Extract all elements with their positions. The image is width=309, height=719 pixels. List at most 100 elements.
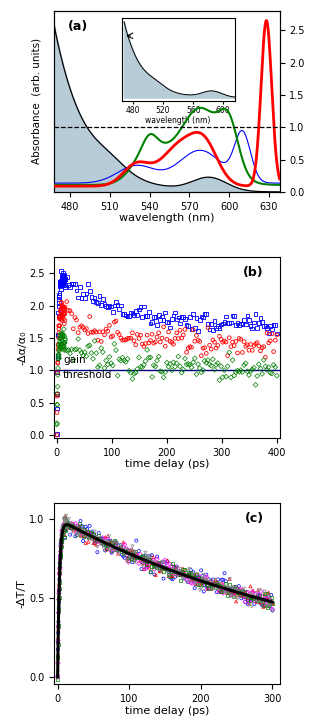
Point [225, 581, 230, 592]
Point [139, 563, 144, 574]
Point [219, 586, 224, 597]
Point [103, 539, 108, 550]
Point [59, 537, 64, 549]
Point [163, 366, 168, 377]
Point [190, 573, 195, 585]
Point [59, 327, 64, 339]
Point [95, 297, 100, 308]
Point [115, 326, 120, 338]
Point [154, 557, 159, 568]
Point [56, 621, 61, 633]
Point [248, 580, 253, 592]
Point [260, 600, 265, 611]
Point [173, 569, 178, 580]
Point [209, 318, 214, 329]
Point [62, 518, 67, 530]
Point [100, 539, 105, 551]
Point [158, 365, 163, 377]
Point [206, 582, 211, 594]
Point [96, 536, 101, 547]
Point [269, 323, 274, 334]
Point [57, 278, 62, 289]
Point [230, 585, 235, 597]
Point [61, 329, 66, 340]
Point [148, 335, 153, 347]
Point [161, 321, 166, 333]
Point [62, 274, 67, 285]
Point [265, 593, 270, 605]
Point [103, 534, 108, 546]
Point [133, 339, 138, 351]
Point [168, 358, 173, 370]
Point [232, 581, 237, 592]
Point [64, 517, 69, 528]
Point [61, 521, 66, 533]
Point [138, 551, 143, 562]
Point [154, 331, 159, 343]
Point [162, 554, 167, 566]
Point [61, 523, 66, 535]
Point [95, 362, 100, 373]
Point [83, 528, 88, 539]
Point [177, 569, 182, 580]
Point [143, 550, 148, 562]
Point [63, 516, 68, 527]
Point [248, 595, 253, 606]
Point [191, 308, 196, 320]
Point [61, 526, 66, 538]
Point [261, 600, 266, 611]
Point [84, 288, 89, 299]
Point [120, 308, 125, 320]
Point [54, 403, 59, 414]
Point [71, 278, 76, 289]
Point [262, 588, 267, 600]
Point [182, 568, 187, 580]
Point [177, 569, 182, 580]
Point [197, 574, 202, 585]
Point [232, 310, 237, 321]
Point [97, 326, 102, 338]
Point [69, 518, 74, 530]
Point [230, 582, 235, 594]
Point [266, 590, 271, 602]
Point [94, 347, 99, 359]
Point [122, 308, 127, 320]
Point [63, 521, 68, 532]
Point [61, 524, 66, 536]
Point [112, 316, 117, 328]
Point [89, 326, 94, 338]
Point [214, 581, 219, 592]
Point [123, 545, 128, 557]
Point [156, 564, 161, 575]
Point [127, 551, 132, 562]
Point [209, 578, 214, 590]
Point [59, 533, 64, 545]
Point [109, 547, 114, 559]
Point [114, 545, 119, 557]
Point [215, 357, 220, 369]
Point [104, 324, 108, 335]
Point [194, 312, 199, 324]
Point [195, 571, 200, 582]
Point [77, 524, 82, 536]
Point [62, 521, 67, 533]
Point [100, 533, 105, 545]
Point [57, 313, 62, 324]
Point [164, 316, 169, 328]
Point [87, 339, 92, 351]
Point [54, 407, 59, 418]
Point [214, 342, 218, 354]
Point [139, 555, 144, 567]
Point [194, 330, 199, 342]
Point [184, 319, 189, 331]
Point [151, 311, 156, 323]
Point [190, 572, 195, 584]
Point [127, 332, 132, 344]
Point [142, 341, 146, 352]
Point [265, 364, 269, 375]
Point [65, 521, 70, 533]
Point [126, 552, 131, 564]
Point [168, 321, 173, 333]
Point [82, 531, 87, 542]
Point [99, 538, 104, 549]
